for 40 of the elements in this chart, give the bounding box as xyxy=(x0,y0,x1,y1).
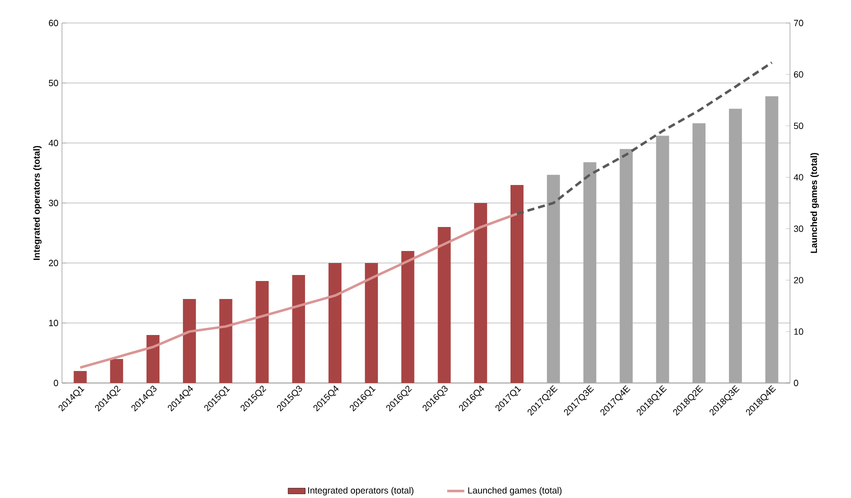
y-tick-label: 30 xyxy=(48,200,58,206)
bar xyxy=(364,263,378,383)
legend-label: Launched games (total) xyxy=(468,486,562,496)
bar xyxy=(146,335,160,383)
y-tick-label: 50 xyxy=(48,80,58,86)
y-tick-label: 0 xyxy=(54,380,58,386)
y-tick-label: 60 xyxy=(48,20,58,26)
bar xyxy=(256,281,269,383)
bar xyxy=(620,149,633,383)
legend-label: Integrated operators (total) xyxy=(308,486,414,496)
y2-tick-label: 0 xyxy=(794,380,798,386)
bar xyxy=(728,108,742,383)
bar xyxy=(219,299,232,383)
y-tick-label: 40 xyxy=(48,140,58,146)
y-tick-label: 20 xyxy=(48,260,58,266)
line-series xyxy=(516,61,774,216)
y2-tick-label: 70 xyxy=(794,20,804,26)
bar xyxy=(583,162,596,383)
bar xyxy=(292,275,306,383)
bar xyxy=(401,251,414,383)
bar xyxy=(510,185,524,383)
bar xyxy=(438,227,451,383)
bar xyxy=(110,359,124,383)
bar xyxy=(74,371,87,383)
bar xyxy=(328,263,342,383)
y2-axis-title: Launched games (total) xyxy=(810,152,819,253)
bar xyxy=(474,203,488,383)
y2-tick-label: 10 xyxy=(794,328,804,335)
y2-tick-label: 30 xyxy=(794,226,804,232)
bar xyxy=(656,136,670,383)
y2-tick-label: 40 xyxy=(794,174,804,180)
y2-tick-label: 20 xyxy=(794,276,804,284)
y2-tick-label: 50 xyxy=(794,122,804,130)
bar xyxy=(546,174,560,383)
bar xyxy=(692,123,706,383)
y-axis-title: Integrated operators (total) xyxy=(33,146,42,260)
bar xyxy=(765,96,778,383)
y-tick-label: 10 xyxy=(49,320,58,326)
y2-tick-label: 60 xyxy=(794,71,804,78)
bar xyxy=(182,299,196,383)
